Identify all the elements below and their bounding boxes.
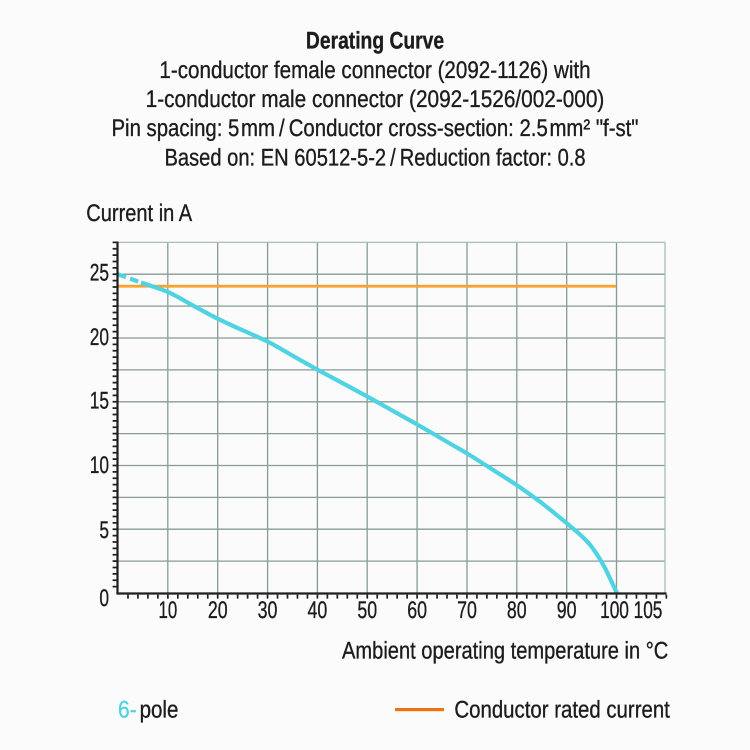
svg-text:Current in A: Current in A: [86, 200, 192, 227]
svg-text:100: 100: [600, 597, 629, 624]
svg-text:5: 5: [99, 517, 109, 544]
svg-text:pole: pole: [140, 697, 179, 724]
svg-text:70: 70: [457, 597, 477, 624]
svg-text:40: 40: [308, 597, 328, 624]
svg-text:105: 105: [634, 597, 663, 624]
svg-text:80: 80: [507, 597, 527, 624]
svg-text:Ambient operating temperature: Ambient operating temperature in °C: [342, 638, 668, 665]
svg-text:Conductor rated current: Conductor rated current: [454, 697, 670, 724]
svg-text:0: 0: [99, 585, 109, 612]
svg-text:60: 60: [407, 597, 427, 624]
svg-text:25: 25: [90, 259, 109, 286]
svg-text:Pin spacing: 5 mm / Conductor: Pin spacing: 5 mm / Conductor cross-sect…: [111, 115, 638, 142]
svg-text:30: 30: [258, 597, 278, 624]
svg-text:Based on: EN 60512-5-2 / Reduc: Based on: EN 60512-5-2 / Reduction facto…: [164, 144, 585, 171]
svg-text:1-conductor male connector (20: 1-conductor male connector (2092-1526/00…: [146, 86, 605, 113]
svg-text:20: 20: [90, 324, 109, 351]
svg-text:1-conductor female connector (: 1-conductor female connector (2092-1126)…: [159, 57, 590, 84]
svg-text:20: 20: [208, 597, 228, 624]
svg-text:50: 50: [357, 597, 377, 624]
svg-text:15: 15: [90, 387, 109, 414]
svg-text:6-: 6-: [118, 697, 137, 724]
svg-text:90: 90: [557, 597, 577, 624]
svg-text:Derating Curve: Derating Curve: [306, 28, 444, 55]
svg-text:10: 10: [159, 597, 178, 624]
svg-text:10: 10: [90, 452, 109, 479]
